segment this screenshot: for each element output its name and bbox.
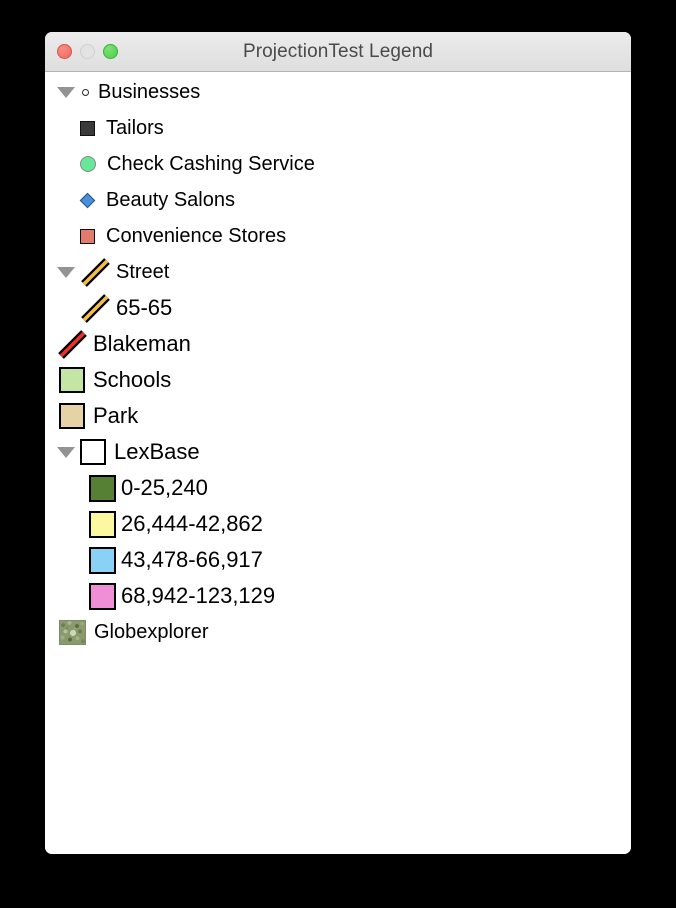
- legend-row-tailors[interactable]: Tailors: [45, 110, 631, 146]
- disclosure-triangle-icon[interactable]: [57, 266, 75, 278]
- class-swatch-icon: [89, 510, 116, 538]
- line-symbol-icon: [80, 292, 112, 324]
- legend-row-lexbase-class-2[interactable]: 26,444-42,862: [45, 506, 631, 542]
- legend-label: 26,444-42,862: [121, 511, 263, 536]
- legend-label: Beauty Salons: [106, 189, 235, 211]
- legend-label: Convenience Stores: [106, 225, 287, 247]
- diamond-symbol-icon: [79, 192, 96, 208]
- disclosure-triangle-icon[interactable]: [57, 86, 75, 98]
- legend-row-businesses[interactable]: Businesses: [45, 74, 631, 110]
- polygon-symbol-icon: [59, 367, 85, 393]
- legend-row-street-65-65[interactable]: 65-65: [45, 290, 631, 326]
- legend-row-street[interactable]: Street: [45, 254, 631, 290]
- class-swatch-icon: [89, 474, 116, 502]
- window-title: ProjectionTest Legend: [242, 40, 434, 62]
- legend-label: Park: [93, 403, 139, 428]
- legend-label: Blakeman: [93, 331, 191, 356]
- legend-label: Businesses: [98, 81, 201, 103]
- square-symbol-icon: [80, 228, 95, 244]
- close-button[interactable]: [57, 44, 72, 59]
- legend-label: LexBase: [114, 439, 200, 464]
- class-swatch-icon: [89, 546, 116, 574]
- legend-label: Schools: [93, 367, 172, 392]
- polygon-symbol-icon: [80, 439, 106, 465]
- legend-row-lexbase[interactable]: LexBase: [45, 434, 631, 470]
- window-controls: [57, 32, 118, 71]
- legend-window: ProjectionTest Legend Businesses Tailors…: [45, 32, 631, 854]
- legend-row-lexbase-class-1[interactable]: 0-25,240: [45, 470, 631, 506]
- disclosure-triangle-icon[interactable]: [57, 446, 75, 458]
- legend-label: 68,942-123,129: [121, 583, 276, 608]
- point-symbol-icon: [82, 88, 89, 96]
- line-symbol-icon: [80, 256, 112, 288]
- class-swatch-icon: [89, 582, 116, 610]
- legend-label: 0-25,240: [121, 475, 208, 500]
- legend-row-schools[interactable]: Schools: [45, 362, 631, 398]
- minimize-button[interactable]: [80, 44, 95, 59]
- window-title-bar[interactable]: ProjectionTest Legend: [45, 32, 631, 72]
- legend-row-check-cashing-service[interactable]: Check Cashing Service: [45, 146, 631, 182]
- legend-row-lexbase-class-4[interactable]: 68,942-123,129: [45, 578, 631, 614]
- legend-label: Street: [116, 261, 170, 283]
- legend-row-park[interactable]: Park: [45, 398, 631, 434]
- legend-label: Tailors: [106, 117, 164, 139]
- legend-label: 65-65: [116, 295, 173, 320]
- legend-row-beauty-salons[interactable]: Beauty Salons: [45, 182, 631, 218]
- legend-tree: Businesses Tailors Check Cashing Service…: [45, 72, 631, 854]
- legend-row-blakeman[interactable]: Blakeman: [45, 326, 631, 362]
- square-symbol-icon: [80, 120, 95, 136]
- legend-label: 43,478-66,917: [121, 547, 263, 572]
- legend-row-convenience-stores[interactable]: Convenience Stores: [45, 218, 631, 254]
- legend-label: Check Cashing Service: [107, 153, 315, 175]
- raster-thumbnail-icon: [59, 619, 86, 645]
- legend-row-globexplorer[interactable]: Globexplorer: [45, 614, 631, 650]
- legend-row-lexbase-class-3[interactable]: 43,478-66,917: [45, 542, 631, 578]
- legend-label: Globexplorer: [94, 621, 209, 643]
- circle-symbol-icon: [80, 156, 96, 172]
- line-symbol-icon: [57, 328, 89, 360]
- zoom-button[interactable]: [103, 44, 118, 59]
- polygon-symbol-icon: [59, 403, 85, 429]
